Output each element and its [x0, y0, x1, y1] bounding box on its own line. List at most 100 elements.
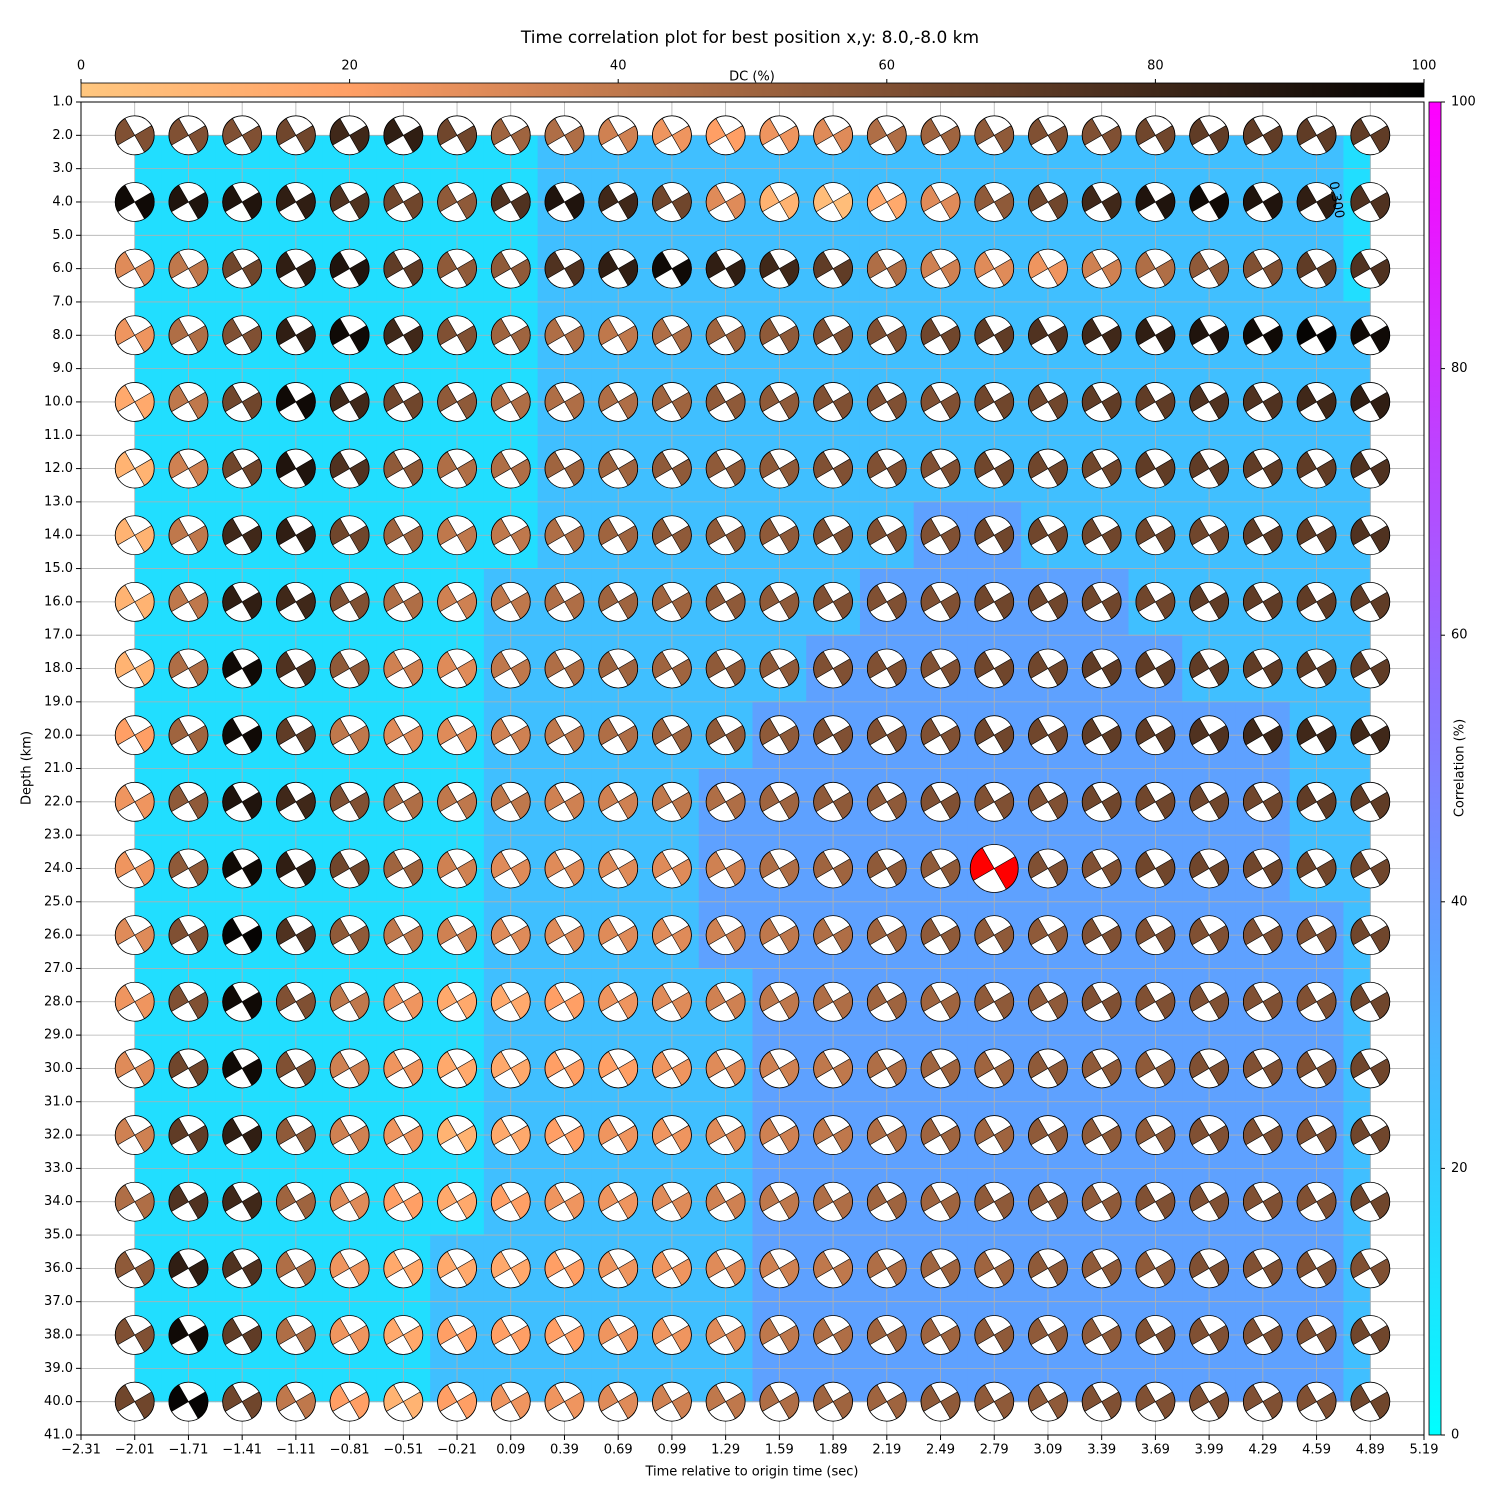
beachball-outline [490, 1048, 531, 1089]
beachball [329, 115, 370, 156]
beachball-outline [114, 1315, 155, 1355]
beachball [1350, 315, 1391, 356]
beachball [1135, 382, 1176, 422]
beachball [920, 781, 961, 822]
beachball-outline [1296, 248, 1337, 289]
beachball-outline [114, 915, 155, 956]
beachball-outline [1081, 248, 1122, 289]
beachball [222, 182, 263, 222]
beachball [275, 1048, 316, 1089]
beachball [652, 581, 692, 622]
beachball [920, 1115, 961, 1155]
beachball [437, 1181, 477, 1222]
beachball-outline [1242, 315, 1283, 356]
corr-colorbar-tick-label: 80 [1451, 361, 1468, 376]
beachball-outline [490, 448, 531, 489]
beachball [168, 1048, 209, 1089]
beachball [759, 781, 800, 822]
y-tick-label: 35.0 [44, 1228, 73, 1243]
beachball-outline [1242, 1181, 1283, 1222]
beachball [1189, 1048, 1230, 1089]
beachball-outline [168, 648, 209, 689]
beachball [222, 781, 263, 822]
beachball-outline [544, 248, 585, 289]
beachball-outline [813, 115, 853, 156]
beachball-outline [1189, 1381, 1230, 1422]
beachball [652, 1315, 692, 1355]
beachball [705, 848, 746, 889]
beachball-outline [329, 315, 370, 356]
beachball [222, 915, 263, 956]
beachball-outline [222, 848, 263, 889]
beachball [974, 115, 1015, 156]
beachball [598, 715, 639, 756]
beachball-outline [383, 715, 424, 756]
beachball [544, 1048, 585, 1089]
beachball-outline [1028, 648, 1068, 689]
beachball-outline [1189, 182, 1230, 222]
beachball-outline [652, 182, 692, 222]
beachball [974, 1181, 1015, 1222]
beachball-outline [222, 581, 263, 622]
beachball-outline [544, 182, 585, 222]
beachball [1135, 581, 1176, 622]
beachball-outline [1135, 315, 1176, 356]
beachball-outline [168, 448, 209, 489]
beachball [437, 1248, 477, 1289]
beachball [652, 515, 692, 556]
beachball-outline [1028, 382, 1068, 422]
beachball [1028, 448, 1068, 489]
beachball [114, 115, 155, 156]
beachball-outline [1028, 248, 1068, 289]
beachball-outline [705, 248, 746, 289]
dc-colorbar-tick-label: 100 [1412, 59, 1437, 74]
beachball [1296, 581, 1337, 622]
beachball [1135, 981, 1176, 1022]
beachball [759, 981, 800, 1022]
beachball [652, 981, 692, 1022]
beachball-outline [866, 382, 907, 422]
beachball-outline [1296, 1181, 1337, 1222]
beachball-outline [705, 781, 746, 822]
beachball [490, 715, 531, 756]
beachball-outline [437, 1115, 477, 1155]
y-tick-label: 27.0 [44, 961, 73, 976]
beachball-outline [275, 115, 316, 156]
beachball [383, 1115, 424, 1155]
beachball [866, 1381, 907, 1422]
beachball-outline [1189, 715, 1230, 756]
beachball [1189, 781, 1230, 822]
beachball [759, 1181, 800, 1222]
beachball [222, 448, 263, 489]
beachball-outline [490, 981, 531, 1022]
beachball [1296, 1315, 1337, 1355]
beachball [920, 581, 961, 622]
beachball [1028, 382, 1068, 422]
beachball-outline [544, 315, 585, 356]
beachball-outline [544, 1181, 585, 1222]
beachball [437, 382, 477, 422]
beachball-outline [168, 1248, 209, 1289]
beachball-outline [759, 781, 800, 822]
beachball [598, 115, 639, 156]
beachball-outline [437, 382, 477, 422]
beachball [114, 1181, 155, 1222]
beachball-outline [437, 448, 477, 489]
beachball-outline [329, 248, 370, 289]
beachball [1189, 515, 1230, 556]
beachball [920, 1048, 961, 1089]
beachball [813, 1048, 853, 1089]
beachball [329, 648, 370, 689]
beachball [544, 581, 585, 622]
beachball-outline [222, 1048, 263, 1089]
beachball [544, 382, 585, 422]
beachball-outline [1081, 182, 1122, 222]
beachball [598, 382, 639, 422]
corr-colorbar-tick-label: 100 [1451, 95, 1476, 110]
beachball-outline [974, 515, 1015, 556]
beachball [1350, 648, 1391, 689]
y-tick-label: 26.0 [44, 928, 73, 943]
beachball [705, 781, 746, 822]
y-tick-label: 12.0 [44, 461, 73, 476]
y-tick-label: 9.0 [52, 361, 73, 376]
